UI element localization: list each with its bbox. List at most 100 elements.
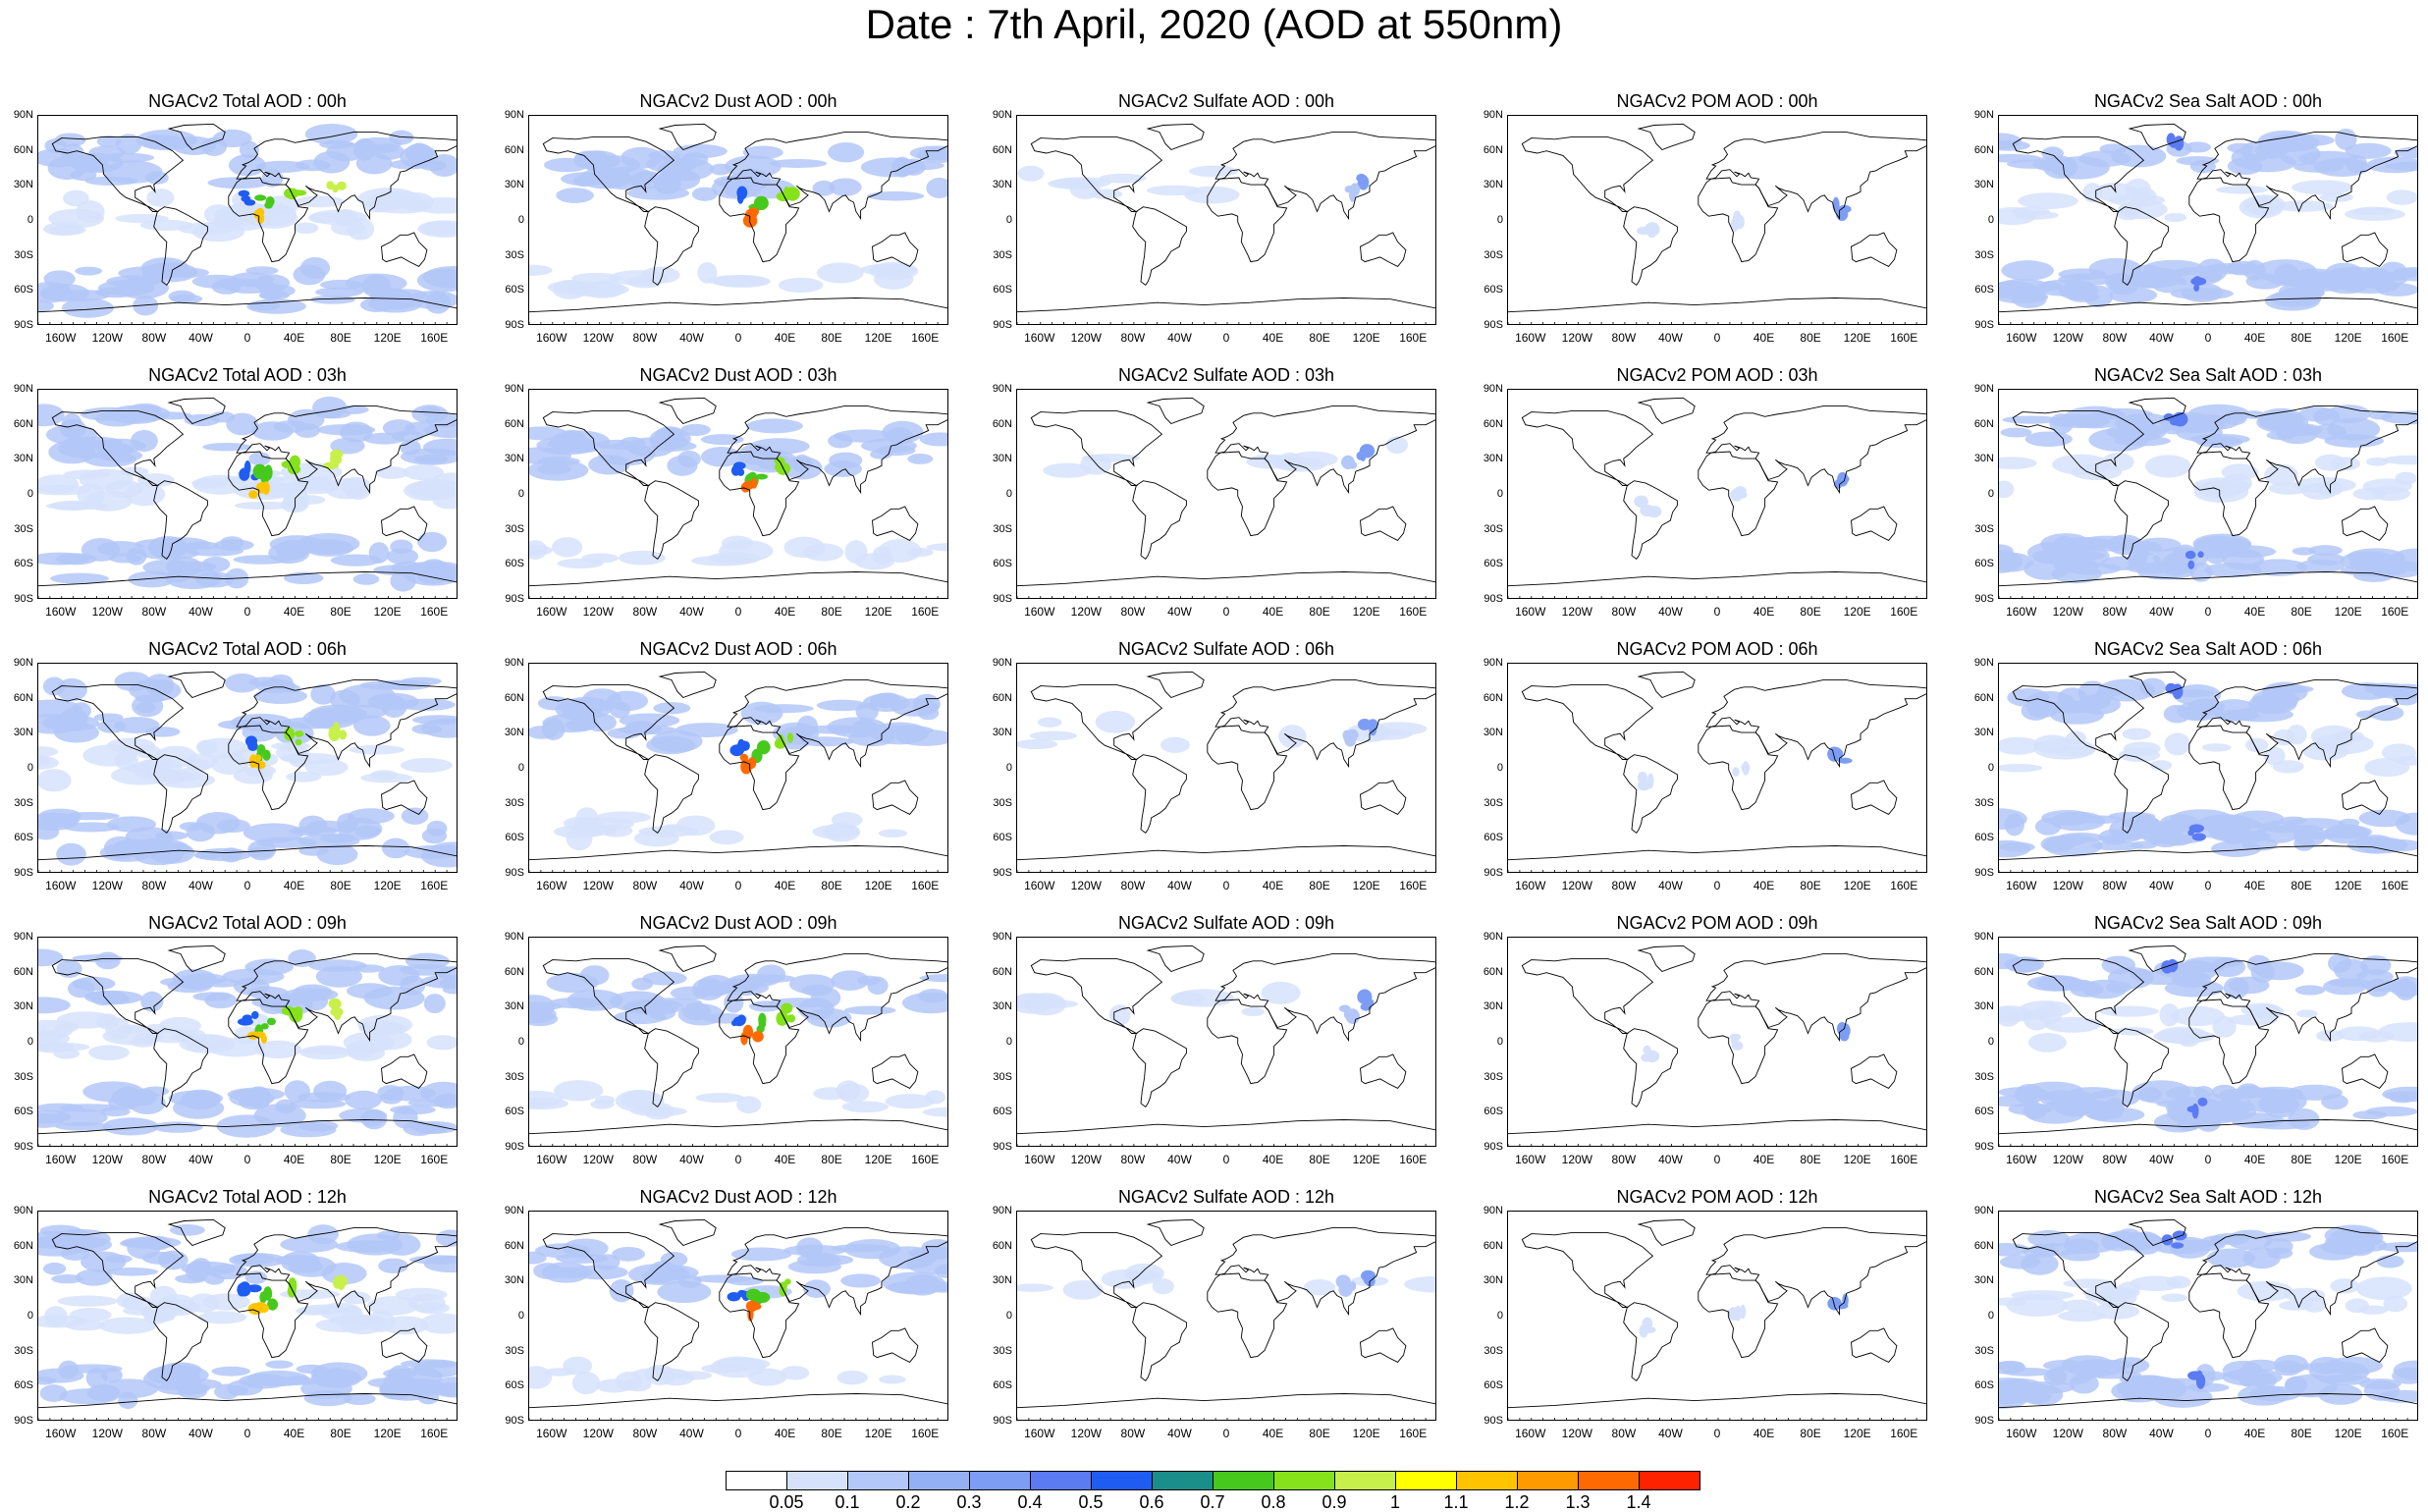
lat-tick-label: 90S xyxy=(14,593,33,605)
aod-hotspot xyxy=(2197,551,2204,559)
aod-shading xyxy=(191,274,243,289)
lat-tick-label: 90S xyxy=(1974,593,1994,605)
coastline xyxy=(228,451,309,537)
aod-shading xyxy=(831,812,863,829)
lon-tick-label: 40E xyxy=(283,331,305,345)
aod-shading xyxy=(571,1372,601,1395)
aod-shading xyxy=(557,558,604,568)
coastline xyxy=(1698,451,1779,537)
aod-shading xyxy=(38,300,54,312)
lon-tick-label: 40W xyxy=(679,1427,704,1440)
aod-shading xyxy=(586,150,608,159)
lon-tick-label: 160W xyxy=(536,605,567,619)
aod-shading xyxy=(181,1089,221,1110)
lat-tick-label: 90S xyxy=(993,319,1012,331)
coastline xyxy=(2012,957,2145,1034)
aod-shading xyxy=(85,1367,108,1389)
aod-shading xyxy=(891,156,913,178)
aod-shading xyxy=(105,479,143,498)
coastline xyxy=(1360,780,1407,815)
aod-shading xyxy=(1017,165,1045,182)
aod-shading xyxy=(314,408,351,419)
aod-hotspot xyxy=(295,738,302,746)
panel-title: NGACv2 Sulfate AOD : 09h xyxy=(1117,913,1335,933)
lat-tick-label: 30S xyxy=(1484,1344,1503,1357)
map-panel-dust-2: NGACv2 Dust AOD : 06h 90N 60N 30N 0 30S 60S 90S… xyxy=(505,639,948,892)
lon-tick-label: 120E xyxy=(373,879,402,892)
aod-shading xyxy=(2250,961,2275,983)
coastline xyxy=(1132,206,1187,287)
lat-tick-label: 0 xyxy=(1496,1310,1503,1322)
aod-hotspot xyxy=(1731,1041,1744,1051)
aod-shading xyxy=(642,971,687,986)
aod-shading xyxy=(375,466,409,479)
aod-shading xyxy=(220,847,243,863)
aod-shading xyxy=(2176,960,2218,982)
aod-shading xyxy=(2263,1231,2311,1242)
lon-tick-label: 160E xyxy=(420,1153,449,1166)
coastline xyxy=(1637,671,1696,699)
aod-shading xyxy=(651,729,703,753)
map-panel-sulfate-3: NGACv2 Sulfate AOD : 09h 90N 60N 30N 0 30S 60S… xyxy=(993,913,1436,1166)
lat-tick-label: 90N xyxy=(1973,109,1994,121)
aod-shading xyxy=(98,1317,157,1334)
panel-title: NGACv2 Dust AOD : 06h xyxy=(639,639,837,659)
lon-tick-label: 80W xyxy=(141,331,167,345)
lon-tick-label: 80E xyxy=(821,331,842,345)
aod-shading xyxy=(2069,1374,2099,1394)
aod-shading xyxy=(239,140,259,159)
lat-tick-label: 90N xyxy=(13,1205,33,1216)
map-canvas xyxy=(1508,1218,1926,1420)
lon-tick-label: 40W xyxy=(679,1153,704,1166)
coastline xyxy=(1207,1272,1288,1359)
lat-tick-label: 30N xyxy=(1483,727,1503,739)
aod-shading xyxy=(2248,559,2308,576)
lat-tick-label: 30N xyxy=(1483,453,1503,465)
lat-tick-label: 60S xyxy=(505,1106,524,1118)
aod-shading xyxy=(2242,410,2265,419)
aod-hotspot xyxy=(1836,207,1849,222)
aod-hotspot xyxy=(2187,830,2194,837)
coastline xyxy=(1017,571,1435,587)
coastline xyxy=(228,725,309,811)
aod-shading xyxy=(39,286,68,301)
colorbar-label: 0.8 xyxy=(1261,1492,1286,1512)
coastline xyxy=(381,232,428,267)
aod-shading xyxy=(878,829,908,838)
aod-shading xyxy=(2395,812,2417,836)
aod-shading xyxy=(2394,146,2417,159)
lon-tick-label: 160E xyxy=(420,331,449,345)
lon-tick-label: 160W xyxy=(1024,879,1055,892)
lat-tick-label: 30S xyxy=(1974,522,1994,535)
lon-tick-label: 40E xyxy=(774,331,796,345)
lon-tick-label: 80E xyxy=(1309,605,1330,619)
aod-shading xyxy=(2272,760,2304,774)
aod-shading xyxy=(295,195,345,208)
aod-shading xyxy=(2107,534,2143,556)
aod-hotspot xyxy=(756,1025,765,1033)
aod-shading xyxy=(2125,178,2151,201)
aod-shading xyxy=(210,753,248,775)
lon-tick-label: 40E xyxy=(2243,605,2266,619)
lat-tick-label: 90S xyxy=(1974,867,1994,879)
aod-hotspot xyxy=(328,998,342,1009)
aod-shading xyxy=(1999,763,2043,773)
aod-shading xyxy=(50,572,109,584)
lon-tick-label: 0 xyxy=(2204,1427,2212,1440)
aod-shading xyxy=(244,1270,267,1284)
aod-hotspot xyxy=(745,1288,762,1301)
aod-shading xyxy=(42,1262,67,1275)
coastline xyxy=(167,1218,226,1247)
aod-shading xyxy=(2081,979,2128,999)
aod-shading xyxy=(160,977,190,987)
coastline xyxy=(2342,506,2389,541)
lat-tick-label: 0 xyxy=(1987,762,1994,774)
lat-tick-label: 0 xyxy=(1005,1036,1012,1048)
lon-tick-label: 120W xyxy=(1561,1153,1592,1166)
aod-hotspot xyxy=(337,181,347,190)
aod-shading xyxy=(1017,1283,1053,1292)
coastline xyxy=(1017,297,1435,313)
lon-tick-label: 80W xyxy=(1120,605,1146,619)
aod-shading xyxy=(571,272,621,284)
lon-tick-label: 80E xyxy=(330,331,351,345)
